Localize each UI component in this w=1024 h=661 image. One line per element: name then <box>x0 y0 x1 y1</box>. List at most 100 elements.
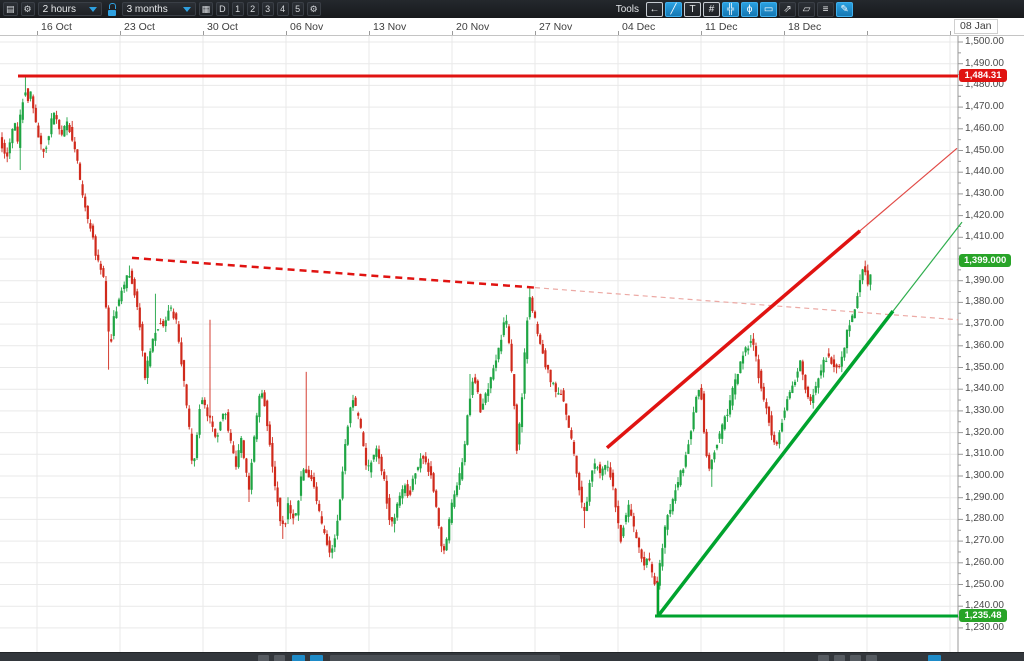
ascending-red-thin[interactable] <box>859 147 958 232</box>
ascending-red-thick[interactable] <box>605 229 862 450</box>
date-tick <box>950 31 951 35</box>
taskbar-button[interactable] <box>866 655 877 661</box>
date-tick <box>369 31 370 35</box>
layers-tool[interactable]: ≡ <box>817 1 835 17</box>
price-tick-label: 1,460.00 <box>965 122 1004 134</box>
descending-dashed-thin[interactable] <box>534 287 959 321</box>
pencil-tool[interactable]: ✎ <box>836 1 854 17</box>
date-tick <box>37 31 38 35</box>
date-label: 11 Dec <box>705 21 738 33</box>
price-axis-ticks <box>957 36 963 652</box>
price-tick-label: 1,270.00 <box>965 535 1004 547</box>
chart-list-button[interactable]: ▤ <box>3 2 18 16</box>
chart-canvas[interactable] <box>0 36 1024 652</box>
gear-icon: ⚙ <box>309 3 318 14</box>
date-label: 04 Dec <box>622 21 656 33</box>
taskbar-button[interactable] <box>274 655 285 661</box>
calendar-icon: ▦ <box>201 3 211 14</box>
date-label: 08 Jan <box>954 19 998 34</box>
taskbar-button[interactable] <box>928 655 941 661</box>
date-label: 23 Oct <box>124 21 155 33</box>
price-tick-label: 1,500.00 <box>965 36 1004 47</box>
resistance-price-badge: 1,484.31 <box>959 69 1007 83</box>
date-label: 13 Nov <box>373 21 407 33</box>
range-value: 3 months <box>126 3 168 15</box>
date-tick <box>784 31 785 35</box>
pointer-tool[interactable]: ← <box>646 1 664 17</box>
chevron-down-icon <box>182 6 191 12</box>
lock-toggle[interactable] <box>105 2 119 16</box>
price-tick-label: 1,300.00 <box>965 470 1004 481</box>
period-button-4[interactable]: 4 <box>276 2 289 16</box>
date-tick <box>535 31 536 35</box>
lock-icon <box>108 3 116 9</box>
trendline-tool[interactable]: ╱ <box>665 1 683 17</box>
price-tick-label: 1,290.00 <box>965 491 1004 503</box>
date-label: 20 Nov <box>456 21 490 33</box>
taskbar-button[interactable] <box>850 655 861 661</box>
period-button-d[interactable]: D <box>216 2 229 16</box>
tools-label: Tools <box>615 3 640 15</box>
price-tick-label: 1,490.00 <box>965 57 1004 69</box>
price-tick-label: 1,410.00 <box>965 231 1004 243</box>
date-label: 27 Nov <box>539 21 573 33</box>
current-price-badge: 1,399.000 <box>959 254 1012 268</box>
price-tick-label: 1,360.00 <box>965 339 1004 351</box>
drawing-tools-group: ← ╱ T # ╬ ϕ ▭ ⇗ ▱ ≡ ✎ <box>646 1 854 17</box>
period-button-1[interactable]: 1 <box>231 2 244 16</box>
taskbar-button[interactable] <box>258 655 269 661</box>
price-tick-label: 1,380.00 <box>965 296 1004 308</box>
pitchfork-tool[interactable]: ╬ <box>722 1 740 17</box>
date-tick <box>120 31 121 35</box>
price-tick-label: 1,280.00 <box>965 513 1004 525</box>
price-tick-label: 1,470.00 <box>965 101 1004 113</box>
date-label: 30 Oct <box>207 21 238 33</box>
period-button-5[interactable]: 5 <box>291 2 304 16</box>
date-tick <box>867 31 868 35</box>
candles <box>0 76 872 616</box>
chart-settings-button[interactable]: ⚙ <box>20 2 35 16</box>
descending-dashed-thick[interactable] <box>131 256 536 289</box>
range-dropdown[interactable]: 3 months <box>121 2 196 16</box>
price-tick-label: 1,310.00 <box>965 448 1004 460</box>
period-button-2[interactable]: 2 <box>246 2 259 16</box>
taskbar-button[interactable] <box>330 655 560 661</box>
vertical-line-tool[interactable]: ϕ <box>741 1 759 17</box>
price-tick-label: 1,430.00 <box>965 187 1004 199</box>
price-tick-label: 1,230.00 <box>965 621 1004 633</box>
date-tick <box>286 31 287 35</box>
taskbar-button[interactable] <box>310 655 323 661</box>
channel-tool[interactable]: ⇗ <box>779 1 797 17</box>
rectangle-tool[interactable]: ▭ <box>760 1 778 17</box>
interval-dropdown[interactable]: 2 hours <box>37 2 102 16</box>
date-axis[interactable]: 16 Oct 23 Oct 30 Oct 06 Nov 13 Nov 20 Nov 27 N… <box>0 18 1024 36</box>
price-tick-label: 1,330.00 <box>965 404 1004 416</box>
text-tool[interactable]: T <box>684 1 702 17</box>
crosshair-tool[interactable]: # <box>703 1 721 17</box>
period-button-3[interactable]: 3 <box>261 2 274 16</box>
price-tick-label: 1,250.00 <box>965 578 1004 590</box>
date-label: 18 Dec <box>788 21 822 33</box>
date-label: 06 Nov <box>290 21 324 33</box>
taskbar-button[interactable] <box>818 655 829 661</box>
taskbar-button[interactable] <box>834 655 845 661</box>
ascending-green-thick[interactable] <box>656 310 895 618</box>
date-tick <box>618 31 619 35</box>
price-tick-label: 1,260.00 <box>965 556 1004 568</box>
ascending-green-thin[interactable] <box>892 221 963 312</box>
gear-icon: ⚙ <box>23 3 32 14</box>
price-tick-label: 1,350.00 <box>965 361 1004 373</box>
price-tick-label: 1,450.00 <box>965 144 1004 156</box>
price-chart[interactable]: 1,500.00 1,490.00 1,480.00 1,470.00 1,460.00… <box>0 36 1024 652</box>
calendar-button[interactable]: ▦ <box>198 2 214 16</box>
period-settings-button[interactable]: ⚙ <box>306 2 321 16</box>
interval-value: 2 hours <box>42 3 76 15</box>
date-tick <box>203 31 204 35</box>
price-tick-label: 1,240.00 <box>965 600 1004 612</box>
taskbar-button[interactable] <box>292 655 305 661</box>
eraser-tool[interactable]: ▱ <box>798 1 816 17</box>
trendline-drawings[interactable] <box>18 74 963 618</box>
